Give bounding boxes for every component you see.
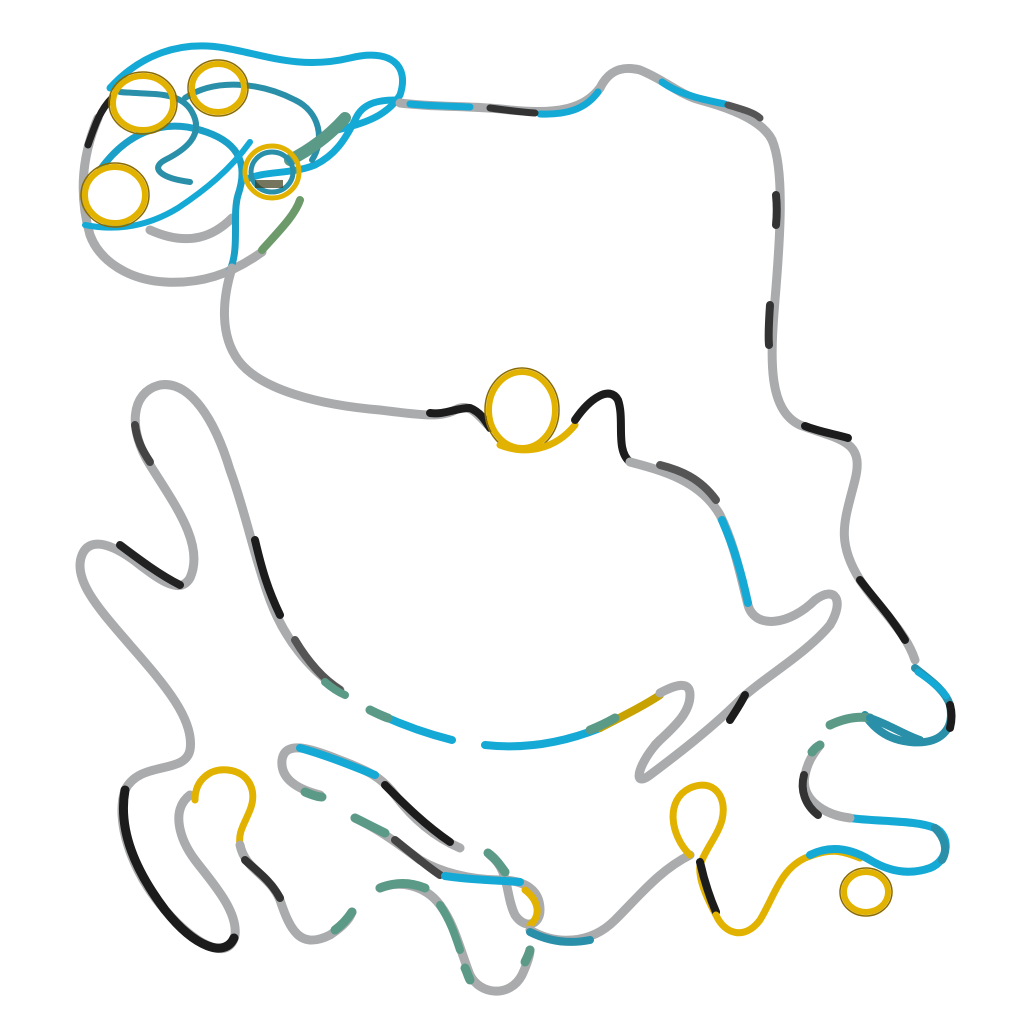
- domain-helix-4: [242, 143, 302, 201]
- central-helix: [486, 369, 558, 451]
- coil-top-dark-b: [724, 101, 764, 122]
- bottom-right-upper-2: [825, 712, 875, 730]
- strand-seg-2-tail: [650, 680, 695, 750]
- domain-helix-1-edge: [108, 71, 178, 135]
- coil-left-dark-a: [131, 421, 154, 466]
- coil-left-transition: [321, 678, 349, 699]
- backbone-coil-middle: [220, 263, 842, 784]
- bottom-right-coil: [525, 850, 695, 945]
- coil-right-dark-b: [764, 301, 774, 349]
- coil-mid-dark-3: [656, 461, 720, 504]
- strand-seg-2: [481, 724, 604, 751]
- bottom-right-upper-3: [866, 714, 924, 744]
- coil-right-dark-d: [856, 576, 909, 644]
- bottom-mid-transition-2: [483, 848, 510, 877]
- domain-helix-3: [82, 164, 148, 226]
- coil-top-strand-b: [536, 88, 602, 118]
- bottom-right-dark: [696, 858, 720, 916]
- bottom-right-helix-2: [712, 847, 864, 937]
- coil-mid-exit: [625, 457, 842, 784]
- domain-coil-left: [78, 113, 267, 287]
- bottom-arc-strand: [375, 879, 430, 893]
- domain-helix-3-edge: [80, 162, 150, 228]
- bottom-left-helix: [191, 766, 257, 849]
- central-helix-edge: [484, 367, 560, 453]
- bottom-right-helix-ring-edge: [839, 867, 893, 917]
- backbone-coil-upper: [395, 63, 956, 747]
- coil-mid-strand: [718, 516, 752, 607]
- coil-top-strand-c: [658, 78, 729, 108]
- coil-right-descent: [767, 135, 920, 665]
- coil-mid-dark-2: [571, 389, 634, 466]
- domain-strand-4: [241, 96, 399, 184]
- central-strands: [365, 680, 695, 751]
- domain-strand-3: [117, 89, 200, 185]
- bottom-right-helix: [669, 781, 727, 919]
- bottom-hook-dark: [381, 781, 454, 846]
- bottom-mid-helix: [521, 886, 541, 929]
- coil-right-dark-c: [801, 422, 852, 442]
- bottom-arc-tip-2: [460, 963, 475, 985]
- coil-right-strand-light: [914, 668, 950, 700]
- bottom-mid-dark: [391, 836, 444, 879]
- bottom-hook-strand: [296, 744, 379, 779]
- domain-helix-1: [110, 73, 176, 133]
- central-helix-tail: [496, 421, 579, 454]
- coil-top-dark-a: [486, 104, 539, 117]
- coil-top-strand-a: [406, 100, 474, 111]
- bottom-right-cyan: [806, 814, 950, 876]
- bottom-left-tail-dark: [241, 856, 284, 902]
- bottom-right-upper-tip: [807, 740, 825, 757]
- coil-left-dark-c: [251, 536, 284, 619]
- bottom-right-strand: [526, 928, 594, 946]
- bottom-arc-dark: [436, 901, 464, 954]
- bottom-mid-transition: [350, 813, 390, 838]
- domain-helix-2-edge: [187, 59, 249, 117]
- coil-left-dark-d: [118, 785, 239, 953]
- backbone-coil-left: [75, 380, 349, 954]
- coil-left-lobe: [75, 380, 345, 954]
- domain-helix-4-arrow: [255, 180, 283, 188]
- bottom-right-helix-ring: [841, 869, 891, 915]
- coil-left-mid: [291, 636, 344, 694]
- bottom-cluster: [191, 712, 950, 996]
- coil-right-dark-a: [772, 191, 781, 229]
- bottom-right-upper-dark: [798, 771, 822, 819]
- domain-strand-2: [96, 122, 246, 274]
- domain-strand-1: [106, 42, 406, 136]
- coil-left-dark-b: [116, 541, 184, 589]
- strand-seg-1-tip: [365, 705, 393, 723]
- coil-right-dark-e: [946, 701, 956, 732]
- bottom-mid-cyan: [441, 872, 524, 886]
- bottom-arc-tip: [520, 945, 535, 967]
- n-terminal-domain: [78, 42, 406, 287]
- bottom-hook-tip: [300, 787, 327, 802]
- strand-seg-2-end: [585, 713, 620, 735]
- coil-mid-descent: [220, 263, 493, 430]
- domain-helix-4-ring: [248, 149, 296, 195]
- coil-mid-dark-4: [726, 691, 749, 724]
- bottom-right-cyan-dark: [931, 824, 950, 864]
- domain-exit-strand: [258, 196, 304, 254]
- bottom-left-tail-tip: [330, 907, 357, 935]
- domain-helix-2: [189, 61, 247, 115]
